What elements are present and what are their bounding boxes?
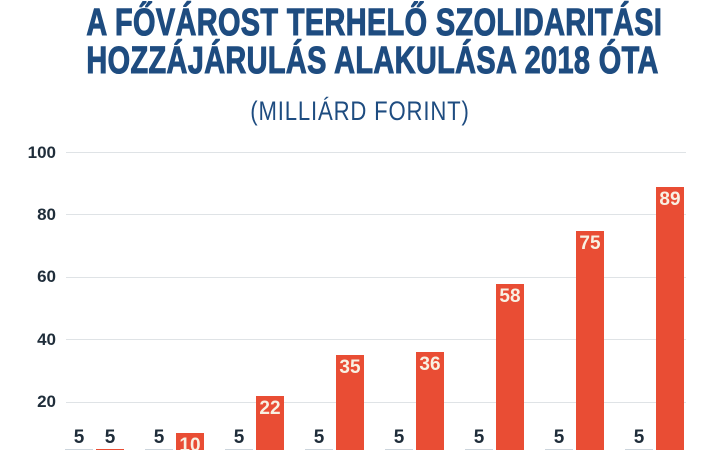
bar-small <box>145 448 173 450</box>
bar-red <box>576 230 604 450</box>
bar-red <box>416 352 444 450</box>
bar-value-label: 22 <box>259 397 281 419</box>
bar-small <box>465 448 493 450</box>
bar-red <box>176 433 204 450</box>
bar-value-label: 75 <box>579 232 601 254</box>
y-tick-label: 80 <box>37 204 56 224</box>
bar-value-label: 5 <box>104 426 116 448</box>
bar-red <box>496 283 524 450</box>
chart-subtitle: (MILLIÁRD FORINT) <box>250 96 470 126</box>
gridline <box>66 276 686 278</box>
y-tick-label: 40 <box>37 329 56 349</box>
gridline <box>66 152 686 153</box>
bar-small <box>65 448 93 450</box>
bar-small <box>545 448 573 450</box>
chart-title-line2: HOZZÁJÁRULÁS ALAKULÁSA 2018 ÓTA <box>86 40 659 82</box>
y-tick-label: 100 <box>27 142 56 162</box>
bar-value-label: 5 <box>233 426 245 448</box>
chart-title-line1: A FŐVÁROST TERHELŐ SZOLIDARITÁSI <box>86 2 663 44</box>
bar-value-label: 58 <box>499 285 521 307</box>
bar-value-label: 89 <box>659 188 681 210</box>
bar-small <box>625 448 653 450</box>
gridline <box>66 214 686 216</box>
y-tick-label: 60 <box>37 267 56 287</box>
bar-small <box>385 448 413 450</box>
bar-value-label: 36 <box>419 354 441 376</box>
bar-value-label: 5 <box>73 426 85 448</box>
bar-value-label: 5 <box>153 426 165 448</box>
gridline <box>66 339 686 341</box>
bar-small <box>225 448 253 450</box>
bar-red <box>96 448 124 450</box>
gridline <box>66 401 686 403</box>
y-tick-label: 20 <box>37 392 56 412</box>
bar-value-label: 35 <box>339 357 361 379</box>
bar-value-label: 5 <box>313 426 325 448</box>
bar-value-label: 5 <box>553 426 565 448</box>
bar-value-label: 5 <box>473 426 485 448</box>
bar-red <box>336 355 364 450</box>
bar-value-label: 5 <box>633 426 645 448</box>
bar-value-label: 10 <box>179 435 201 450</box>
bar-red <box>656 186 684 450</box>
bar-value-label: 5 <box>393 426 405 448</box>
bar-small <box>305 448 333 450</box>
bar-red <box>256 395 284 450</box>
